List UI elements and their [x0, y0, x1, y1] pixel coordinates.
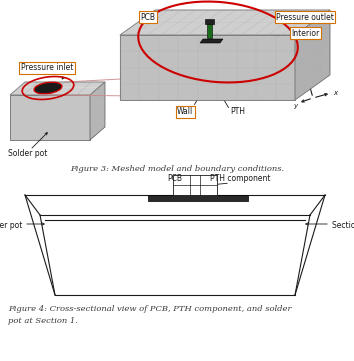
Text: Pressure inlet: Pressure inlet — [21, 64, 73, 73]
Polygon shape — [120, 35, 295, 100]
Text: Section 1: Section 1 — [332, 221, 354, 230]
Text: PCB: PCB — [167, 174, 183, 183]
FancyBboxPatch shape — [205, 19, 214, 24]
Polygon shape — [200, 39, 223, 43]
Text: PTH: PTH — [230, 108, 245, 117]
Text: Solder pot: Solder pot — [0, 221, 22, 230]
Text: x: x — [333, 90, 337, 96]
Polygon shape — [10, 95, 90, 140]
Polygon shape — [120, 10, 330, 35]
Polygon shape — [10, 82, 105, 95]
Text: Interior: Interior — [291, 29, 319, 38]
FancyBboxPatch shape — [207, 24, 212, 38]
Polygon shape — [90, 82, 105, 140]
Text: pot at Section 1.: pot at Section 1. — [8, 317, 78, 325]
Text: z: z — [304, 71, 308, 77]
FancyBboxPatch shape — [173, 175, 217, 195]
FancyBboxPatch shape — [148, 195, 248, 201]
Text: Wall: Wall — [177, 108, 193, 117]
Text: Solder pot: Solder pot — [8, 148, 47, 157]
Text: Pressure outlet: Pressure outlet — [276, 13, 334, 22]
Text: y: y — [293, 103, 297, 109]
Text: PCB: PCB — [141, 13, 155, 22]
Text: PTH component: PTH component — [210, 174, 270, 183]
Text: Figure 3: Meshed model and boundary conditions.: Figure 3: Meshed model and boundary cond… — [70, 165, 284, 173]
Ellipse shape — [34, 82, 62, 94]
Polygon shape — [295, 10, 330, 100]
Text: Figure 4: Cross-sectional view of PCB, PTH component, and solder: Figure 4: Cross-sectional view of PCB, P… — [8, 305, 291, 313]
